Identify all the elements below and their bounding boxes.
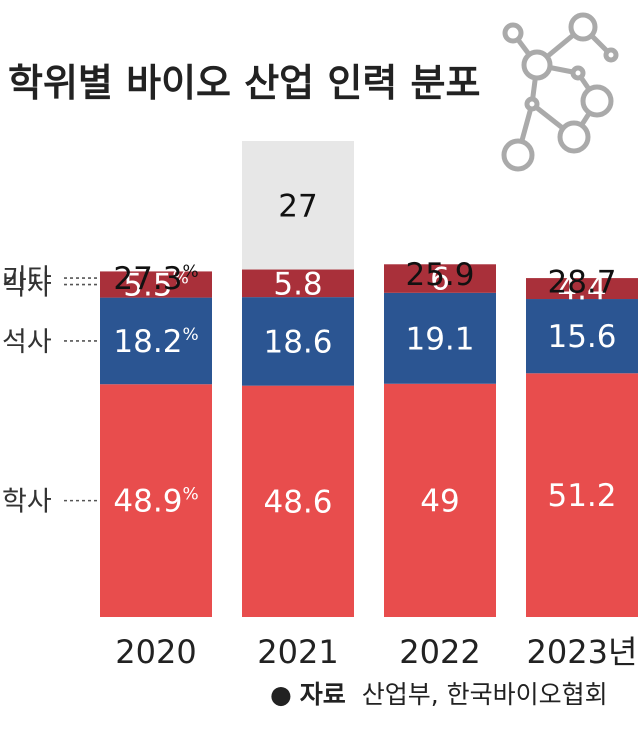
bar-segment-3-4 xyxy=(526,278,638,300)
data-label-1-3: 49 xyxy=(420,483,459,519)
series-label-4: 기타 xyxy=(2,264,52,295)
x-tick-label-1: 2020 xyxy=(115,633,196,671)
bar-segment-3-3 xyxy=(384,264,496,293)
data-label-1-4: 51.2 xyxy=(547,478,616,514)
source-note: ● 자료 산업부, 한국바이오협회 xyxy=(270,680,608,709)
segment-labels: 48.9%18.2%5.5%27.3%48.618.65.8274919.162… xyxy=(113,188,616,520)
data-label-4-2: 27 xyxy=(278,188,317,224)
data-label-3-2: 5.8 xyxy=(273,266,322,302)
x-tick-label-3: 2022 xyxy=(399,633,480,671)
bar-segment-2-2 xyxy=(242,297,354,386)
data-label-1-1: 48.9% xyxy=(113,484,198,520)
source-text: 산업부, 한국바이오협회 xyxy=(362,680,608,709)
bar-segment-1-2 xyxy=(242,385,354,617)
bar-segment-3-1 xyxy=(100,271,212,298)
bar-segment-3-2 xyxy=(242,269,354,298)
molecule-icon xyxy=(501,12,619,172)
data-label-1-2: 48.6 xyxy=(263,484,332,520)
bars xyxy=(100,141,638,617)
data-label-2-1: 18.2% xyxy=(113,324,198,360)
data-label-4-3: 25.9 xyxy=(405,257,474,293)
bar-segment-1-1 xyxy=(100,384,212,617)
bar-segment-1-3 xyxy=(384,383,496,617)
source-bullet: ● xyxy=(270,680,292,709)
series-label-1: 학사 xyxy=(2,487,52,518)
data-label-3-3: 6 xyxy=(430,262,450,298)
data-label-2-2: 18.6 xyxy=(263,324,332,360)
data-label-4-4: 28.7 xyxy=(547,264,616,300)
x-axis-labels: 2020 2021 2022 2023년 xyxy=(115,633,637,671)
series-label-3: 박사 xyxy=(2,271,52,302)
data-label-3-4: 4.4 xyxy=(557,272,606,308)
bar-segment-2-4 xyxy=(526,299,638,374)
bar-segment-4-2 xyxy=(242,141,354,270)
chart-title: 학위별 바이오 산업 인력 분포 xyxy=(8,61,480,105)
x-tick-label-4: 2023년 xyxy=(527,633,638,671)
bar-segment-2-3 xyxy=(384,292,496,384)
series-label-2: 석사 xyxy=(2,327,52,358)
data-label-2-4: 15.6 xyxy=(547,319,616,355)
data-label-2-3: 19.1 xyxy=(405,321,474,357)
bar-segment-1-4 xyxy=(526,373,638,617)
bar-segment-2-1 xyxy=(100,297,212,385)
source-label: 자료 xyxy=(300,680,346,709)
data-label-4-1: 27.3% xyxy=(113,261,198,297)
x-tick-label-2: 2021 xyxy=(257,633,338,671)
data-label-3-1: 5.5% xyxy=(123,268,188,304)
